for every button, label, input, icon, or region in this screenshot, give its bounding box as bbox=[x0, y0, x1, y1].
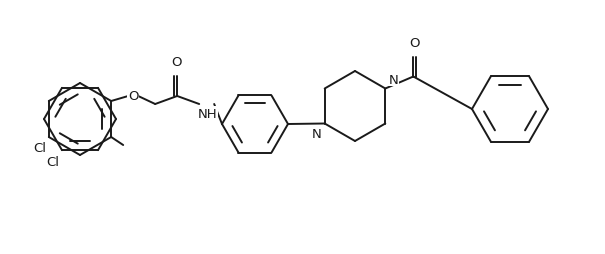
Text: Cl: Cl bbox=[46, 155, 59, 168]
Text: NH: NH bbox=[197, 108, 217, 121]
Text: O: O bbox=[171, 56, 181, 69]
Text: N: N bbox=[312, 127, 322, 140]
Text: N: N bbox=[388, 73, 398, 86]
Text: Cl: Cl bbox=[33, 141, 46, 154]
Text: O: O bbox=[128, 90, 139, 103]
Text: O: O bbox=[409, 36, 419, 49]
